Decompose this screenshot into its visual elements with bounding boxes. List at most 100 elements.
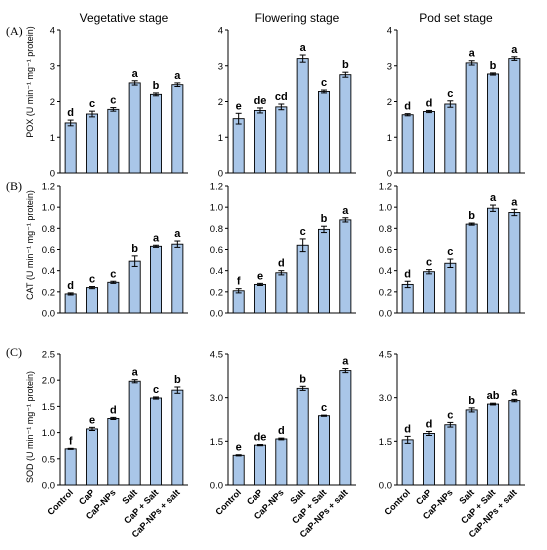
y-tick-label: 0.5 bbox=[42, 454, 55, 465]
significance-letter: d bbox=[426, 418, 433, 430]
y-tick-label: 4.5 bbox=[379, 350, 392, 361]
significance-letter: c bbox=[110, 95, 116, 107]
y-tick-label: 1.0 bbox=[379, 203, 392, 214]
bar bbox=[107, 281, 120, 314]
y-tick-label: 1.5 bbox=[210, 437, 223, 448]
bar bbox=[171, 243, 184, 314]
significance-letter: a bbox=[300, 42, 307, 54]
bar bbox=[86, 113, 98, 174]
bar bbox=[64, 448, 77, 486]
significance-letter: a bbox=[511, 386, 518, 398]
significance-letter: a bbox=[132, 367, 139, 379]
bar bbox=[232, 290, 245, 314]
y-tick-label: 1.0 bbox=[210, 203, 223, 214]
bar bbox=[508, 212, 521, 314]
significance-letter: a bbox=[174, 70, 181, 82]
bar bbox=[86, 428, 98, 486]
significance-letter: a bbox=[511, 196, 518, 208]
bar bbox=[318, 91, 330, 174]
significance-letter: d bbox=[67, 280, 74, 292]
y-tick-label: 4.5 bbox=[210, 350, 223, 361]
panel-label-c: (C) bbox=[6, 345, 22, 359]
bar bbox=[401, 283, 414, 314]
y-tick-label: 0.2 bbox=[42, 287, 55, 298]
y-tick-label: 2 bbox=[218, 97, 223, 108]
significance-letter: c bbox=[321, 402, 327, 414]
y-tick-label: 1.0 bbox=[42, 428, 55, 439]
y-tick-label: 3 bbox=[218, 61, 223, 72]
y-tick-label: 0.0 bbox=[42, 481, 55, 492]
bar bbox=[296, 244, 309, 314]
bar bbox=[275, 106, 288, 174]
bar bbox=[487, 73, 499, 174]
significance-letter: c bbox=[321, 77, 327, 89]
significance-letter: b bbox=[153, 80, 160, 92]
y-tick-label: 2 bbox=[50, 97, 55, 108]
y-tick-label: 0.0 bbox=[210, 481, 223, 492]
bar bbox=[465, 223, 478, 314]
y-tick-label: 0 bbox=[387, 169, 392, 180]
bar bbox=[275, 438, 288, 486]
significance-letter: a bbox=[469, 48, 476, 60]
significance-letter: d bbox=[67, 107, 74, 119]
significance-letter: c bbox=[447, 409, 453, 421]
bar bbox=[150, 245, 162, 314]
bar bbox=[318, 415, 330, 486]
bar bbox=[254, 109, 266, 174]
bar bbox=[171, 389, 184, 486]
chart-panel-3: 0.0 0.2 0.4 0.6 0.8 1.0 1.2 d c c b a a bbox=[42, 182, 188, 320]
significance-letter: b bbox=[468, 210, 475, 222]
significance-letter: a bbox=[342, 205, 349, 217]
significance-letter: c bbox=[110, 268, 116, 280]
significance-letter: e bbox=[236, 442, 242, 454]
y-tick-label: 0 bbox=[218, 169, 223, 180]
y-tick-label: 0.2 bbox=[210, 287, 223, 298]
y-tick-label: 0.6 bbox=[42, 245, 55, 256]
significance-letter: a bbox=[132, 68, 139, 80]
significance-letter: b bbox=[299, 373, 306, 385]
chart-panel-8: 0.0 1.5 3.0 4.5 d d c b ab a bbox=[379, 350, 525, 492]
y-tick-label: 3 bbox=[387, 61, 392, 72]
significance-letter: f bbox=[237, 276, 241, 288]
bar bbox=[487, 403, 499, 486]
y-tick-label: 2.5 bbox=[42, 350, 55, 361]
stage-title-flowering: Flowering stage bbox=[255, 11, 340, 25]
chart-panel-6: 0.0 0.5 1.0 1.5 2.0 2.5 f e d a c b bbox=[42, 350, 188, 492]
y-tick-label: 2 bbox=[387, 97, 392, 108]
y-tick-label: 1.5 bbox=[379, 437, 392, 448]
y-tick-label: 1 bbox=[218, 133, 223, 144]
bar bbox=[339, 74, 352, 174]
bar bbox=[423, 271, 435, 314]
y-tick-label: 0.2 bbox=[379, 287, 392, 298]
stage-title-vegetative: Vegetative stage bbox=[80, 11, 169, 25]
significance-letter: a bbox=[511, 44, 518, 56]
bar bbox=[444, 424, 457, 486]
bar bbox=[296, 58, 309, 174]
chart-panel-4: 0.0 0.2 0.4 0.6 0.8 1.0 1.2 f e d c b a bbox=[210, 182, 356, 320]
significance-letter: a bbox=[153, 232, 160, 244]
bar bbox=[128, 82, 141, 174]
y-tick-label: 0.8 bbox=[379, 224, 392, 235]
bar bbox=[318, 228, 330, 314]
y-tick-label: 0.8 bbox=[210, 224, 223, 235]
bar bbox=[128, 260, 141, 314]
significance-letter: c bbox=[153, 384, 159, 396]
y-tick-label: 0.0 bbox=[379, 481, 392, 492]
y-axis-title-pox: POX (U min⁻¹ mg⁻¹ protein) bbox=[25, 26, 35, 138]
bar bbox=[339, 370, 352, 486]
y-tick-label: 0.6 bbox=[379, 245, 392, 256]
significance-letter: c bbox=[447, 246, 453, 258]
bar bbox=[64, 122, 77, 174]
bar bbox=[150, 93, 162, 174]
y-tick-label: 4 bbox=[50, 26, 55, 37]
bar bbox=[401, 114, 414, 174]
y-tick-label: 1.2 bbox=[42, 182, 55, 193]
bar bbox=[254, 283, 266, 314]
significance-letter: e bbox=[236, 100, 242, 112]
y-tick-label: 1 bbox=[50, 133, 55, 144]
x-category-label: Control bbox=[45, 487, 75, 517]
